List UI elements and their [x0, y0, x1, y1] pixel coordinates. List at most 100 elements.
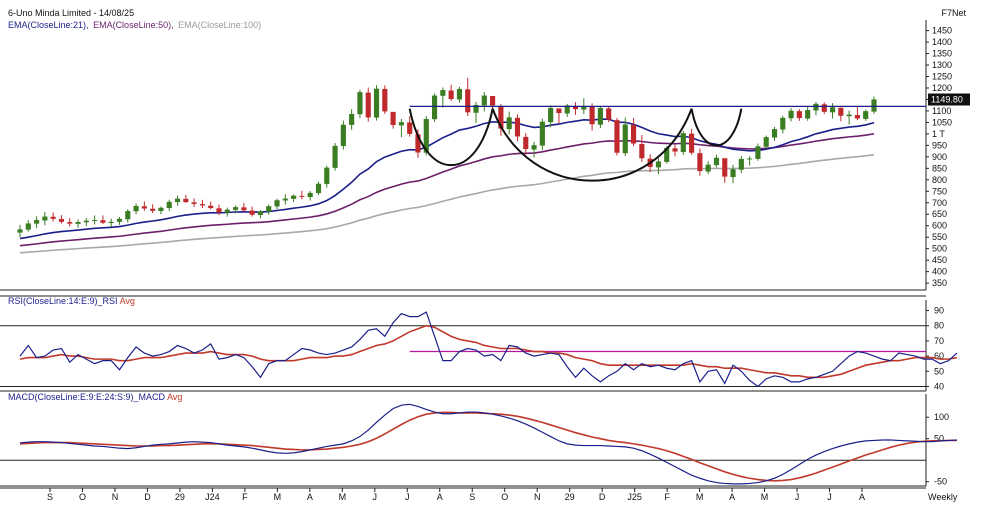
candle-body	[365, 92, 371, 118]
candle-body	[672, 148, 678, 152]
candle-body	[796, 111, 802, 119]
x-tick-label: A	[307, 492, 313, 502]
cup-arc	[491, 108, 693, 182]
candle-body	[763, 137, 769, 147]
price-tick-label: 1250	[932, 72, 952, 82]
price-tick-label: 500	[932, 244, 947, 254]
x-tick-label: D	[144, 492, 151, 502]
candle-body	[747, 158, 753, 160]
x-tick-label: M	[274, 492, 282, 502]
candle-body	[407, 122, 413, 134]
ema100-legend: EMA(CloseLine:100)	[178, 20, 262, 30]
candle-body	[854, 115, 860, 119]
candle-body	[249, 210, 255, 215]
candle-body	[332, 145, 338, 168]
x-tick-label: S	[469, 492, 475, 502]
candle-body	[183, 198, 189, 203]
candle-body	[788, 110, 794, 119]
candle-body	[17, 229, 23, 233]
candle-body	[133, 205, 139, 212]
candle-body	[415, 134, 421, 153]
candle-body	[531, 145, 537, 150]
candle-body	[116, 218, 123, 222]
macd-tick-label: -50	[934, 477, 947, 487]
price-tick-label: 750	[932, 186, 947, 196]
candle-body	[382, 88, 388, 112]
candle-body	[664, 147, 670, 162]
candle-body	[431, 95, 438, 120]
candle-body	[780, 117, 786, 130]
candle-body	[722, 158, 728, 177]
candle-body	[539, 121, 545, 146]
x-tick-label: D	[599, 492, 606, 502]
candle-body	[166, 201, 172, 209]
candle-body	[606, 108, 612, 120]
candle-body	[92, 219, 98, 221]
candle-body	[257, 211, 264, 215]
candle-body	[572, 105, 579, 110]
candle-body	[191, 202, 197, 204]
candle-body	[299, 195, 305, 197]
candle-body	[174, 198, 181, 203]
candle-body	[813, 103, 819, 111]
candle-body	[125, 211, 131, 220]
candle-body	[771, 129, 778, 138]
candle-body	[224, 209, 230, 213]
x-tick-label: A	[437, 492, 443, 502]
candle-body	[498, 105, 504, 129]
ema100-line	[19, 153, 875, 254]
candle-body	[564, 105, 570, 114]
candle-body	[67, 222, 73, 224]
candle-body	[150, 208, 156, 211]
rsi-tick-label: 80	[934, 321, 944, 331]
price-tick-label: 400	[932, 267, 947, 277]
candle-body	[490, 96, 496, 106]
candle-body	[514, 117, 521, 137]
price-tick-label: 1400	[932, 37, 952, 47]
candle-body	[315, 183, 322, 194]
price-tick-label: 450	[932, 255, 947, 265]
candle-body	[655, 161, 661, 168]
timeframe-label: Weekly	[928, 492, 958, 502]
candle-body	[100, 220, 106, 223]
candle-body	[241, 207, 247, 211]
x-tick-label: A	[859, 492, 865, 502]
price-tick-label: 600	[932, 221, 947, 231]
price-tick-label: 1100	[932, 106, 951, 116]
macd-tick-label: 100	[934, 412, 949, 422]
candle-body	[291, 195, 297, 199]
x-tick-label: 29	[565, 492, 575, 502]
price-tick-label: 1200	[932, 83, 952, 93]
candle-body	[523, 136, 529, 150]
candle-body	[274, 200, 280, 207]
candle-body	[266, 206, 272, 212]
candle-body	[738, 158, 744, 170]
candle-body	[75, 222, 81, 224]
candle-body	[398, 122, 404, 126]
candle-body	[349, 113, 355, 125]
candle-body	[548, 107, 554, 123]
ema50-legend: EMA(CloseLine:50),	[93, 20, 174, 30]
price-tick-label: 900	[932, 152, 947, 162]
chart-title: 6-Uno Minda Limited - 14/08/25	[8, 8, 135, 18]
price-tick-label: 350	[932, 278, 947, 288]
macd-legend-macd: MACD(CloseLine:E:9:E:24:S:9)_MACD	[8, 392, 166, 402]
candle-body	[506, 117, 512, 130]
candle-body	[581, 106, 587, 110]
candle-body	[423, 118, 429, 153]
candle-body	[373, 88, 380, 118]
rsi-tick-label: 90	[934, 306, 944, 316]
candle-body	[713, 157, 720, 166]
x-tick-label: J	[795, 492, 800, 502]
macd-legend-avg: Avg	[167, 392, 183, 402]
candle-body	[108, 221, 114, 223]
handle-left-arc	[408, 108, 494, 166]
x-tick-label: J	[405, 492, 410, 502]
candle-body	[589, 106, 595, 125]
x-tick-label: J24	[205, 492, 220, 502]
x-tick-label: J	[827, 492, 832, 502]
rsi-legend: RSI(CloseLine:14:E:9)_RSI Avg	[8, 296, 135, 306]
ema21-line	[19, 118, 875, 240]
candle-body	[755, 146, 761, 159]
